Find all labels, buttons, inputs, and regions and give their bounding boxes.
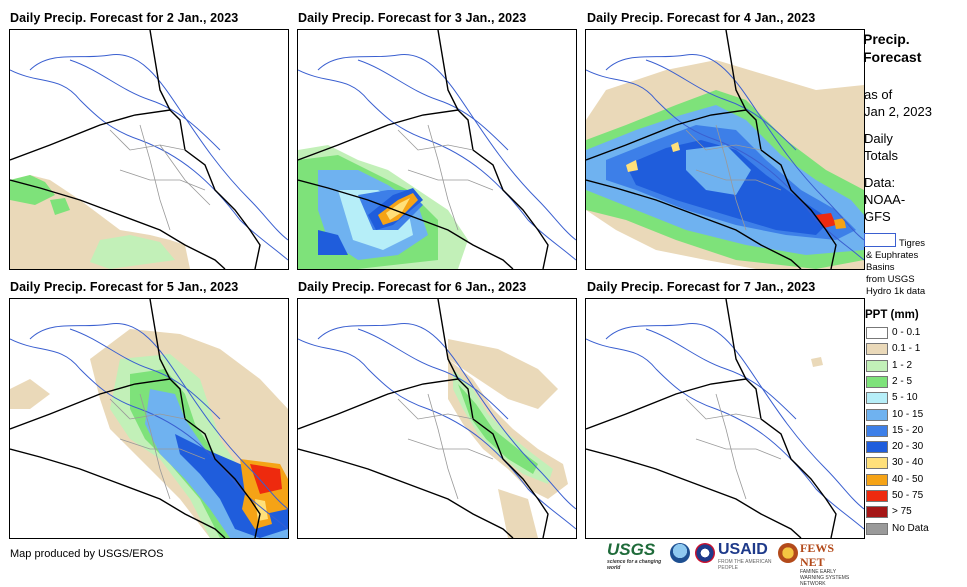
map-panel-jan5 (9, 298, 289, 539)
precip-map-jan2 (10, 30, 288, 269)
legend-swatch (866, 441, 888, 454)
precip-map-jan6 (298, 299, 576, 538)
precip-field (586, 60, 864, 269)
map-panel-jan2 (9, 29, 289, 270)
legend-swatch (866, 473, 888, 486)
fewsnet-logo-text: FEWS NET (800, 541, 835, 569)
legend-label: 40 - 50 (892, 473, 924, 485)
usaid-logo-tagline: FROM THE AMERICAN PEOPLE (718, 559, 772, 571)
legend-label: > 75 (892, 506, 912, 518)
usgs-logo-tagline: science for a changing world (607, 559, 662, 571)
noaa-logo-icon (670, 543, 690, 563)
panel-title-jan7: Daily Precip. Forecast for 7 Jan., 2023 (587, 280, 816, 294)
legend-label: 5 - 10 (892, 392, 918, 404)
basin-legend-swatch (864, 233, 896, 247)
legend-label: 50 - 75 (892, 490, 924, 501)
legend-swatch (866, 424, 888, 437)
legend-swatch (866, 506, 888, 519)
basin-text-1: Tigres (899, 238, 926, 249)
legend-label: 0 - 0.1 (892, 327, 921, 338)
legend-swatch (866, 457, 888, 470)
legend-swatch (866, 359, 888, 372)
panel-title-jan6: Daily Precip. Forecast for 6 Jan., 2023 (298, 280, 527, 294)
sidebar-asof-label: as of (864, 87, 893, 102)
legend-label: 15 - 20 (892, 424, 924, 436)
sidebar-daily-label: Daily (864, 131, 893, 146)
fewsnet-logo: FEWS NET FAMINE EARLY WARNING SYSTEMS NE… (800, 541, 855, 587)
precip-field (298, 145, 468, 269)
legend-swatch (866, 327, 888, 339)
legend-label: 2 - 5 (892, 375, 913, 387)
legend-swatch (866, 490, 888, 502)
usaid-logo-text: USAID (718, 541, 768, 558)
sidebar-data-source2: GFS (864, 209, 891, 224)
map-credit: Map produced by USGS/EROS (10, 548, 164, 560)
legend-label: 30 - 40 (892, 457, 924, 469)
usaid-seal-icon (695, 543, 715, 563)
map-panel-jan4 (585, 29, 865, 270)
legend-swatch (866, 408, 888, 421)
legend-label: 10 - 15 (892, 408, 924, 420)
usgs-logo-text: USGS (607, 540, 656, 559)
legend-swatch (866, 392, 888, 405)
sidebar-data-source1: NOAA- (864, 192, 906, 207)
panel-title-jan4: Daily Precip. Forecast for 4 Jan., 2023 (587, 11, 816, 25)
legend-swatch (866, 343, 888, 356)
sidebar-title-line2: Forecast (863, 49, 922, 65)
precip-field (811, 357, 823, 367)
precip-map-jan5 (10, 299, 288, 538)
legend-label: 1 - 2 (892, 359, 913, 371)
panel-title-jan3: Daily Precip. Forecast for 3 Jan., 2023 (298, 11, 527, 25)
map-panel-jan6 (297, 298, 577, 539)
fewsnet-globe-icon (778, 543, 798, 563)
precip-map-jan4 (586, 30, 864, 269)
usgs-logo: USGS science for a changing world (607, 540, 667, 572)
map-panel-jan3 (297, 29, 577, 270)
precip-field (10, 329, 288, 538)
precip-map-jan7 (586, 299, 864, 538)
legend-swatch (866, 375, 888, 388)
legend-label: No Data (892, 522, 929, 534)
sidebar-asof-date: Jan 2, 2023 (864, 104, 932, 119)
legend-swatch (866, 522, 888, 535)
sidebar-title-line1: Precip. (863, 31, 910, 47)
basin-text-4: from USGS (866, 274, 915, 285)
panel-title-jan5: Daily Precip. Forecast for 5 Jan., 2023 (10, 280, 239, 294)
panel-title-jan2: Daily Precip. Forecast for 2 Jan., 2023 (10, 11, 239, 25)
usaid-logo: USAID FROM THE AMERICAN PEOPLE (718, 541, 778, 571)
precip-map-jan3 (298, 30, 576, 269)
basin-text-2: & Euphrates (866, 250, 919, 261)
basin-text-3: Basins (866, 262, 895, 273)
legend-label: 20 - 30 (892, 441, 924, 453)
fewsnet-logo-tagline: FAMINE EARLY WARNING SYSTEMS NETWORK (800, 569, 850, 587)
precip-field (10, 175, 190, 269)
sidebar-data-label: Data: (864, 175, 896, 190)
legend-title: PPT (mm) (865, 309, 919, 321)
sidebar-totals-label: Totals (864, 148, 898, 163)
map-panel-jan7 (585, 298, 865, 539)
basin-text-5: Hydro 1k data (866, 286, 926, 297)
legend-label: 0.1 - 1 (892, 343, 921, 355)
